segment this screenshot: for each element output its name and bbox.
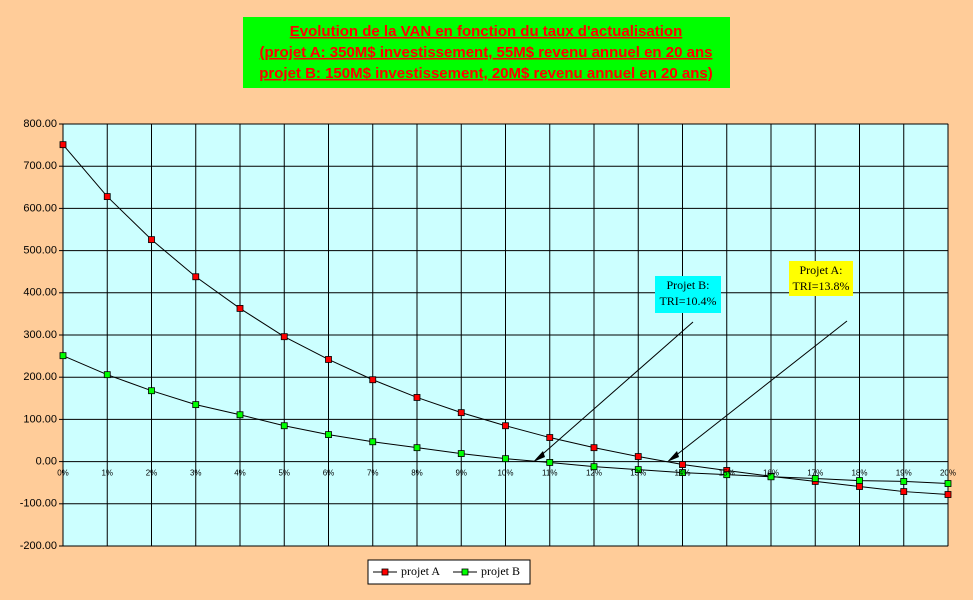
x-tick-label: 17% — [807, 469, 823, 478]
chart-title: Evolution de la VAN en fonction du taux … — [290, 23, 682, 40]
data-point — [900, 478, 908, 485]
data-point — [811, 475, 819, 482]
data-point — [192, 401, 200, 409]
annotation-box — [789, 261, 853, 296]
data-point — [59, 141, 67, 149]
y-tick-label: 0.00 — [36, 456, 57, 468]
x-tick-label: 13% — [630, 469, 646, 478]
data-point — [369, 376, 377, 384]
x-tick-label: 2% — [146, 469, 158, 478]
data-point — [679, 461, 686, 468]
legend-marker — [381, 568, 389, 576]
data-point — [502, 422, 509, 430]
data-point — [103, 193, 111, 200]
data-point — [325, 356, 332, 363]
data-point — [546, 459, 554, 466]
x-tick-label: 0% — [57, 469, 69, 478]
data-point — [192, 273, 200, 281]
data-point — [325, 431, 332, 438]
arrow — [536, 321, 694, 460]
x-tick-label: 6% — [323, 469, 335, 478]
annotation-box — [655, 276, 721, 313]
x-tick-label: 4% — [234, 469, 246, 478]
title-box — [243, 17, 730, 88]
data-point — [280, 333, 288, 341]
data-point — [413, 394, 421, 401]
x-tick-label: 8% — [411, 469, 423, 478]
x-tick-label: 10% — [497, 469, 513, 478]
data-point — [634, 453, 642, 460]
x-tick-label: 3% — [190, 469, 202, 478]
y-tick-label: 100.00 — [23, 413, 57, 425]
annotation-text: TRI=13.8% — [792, 279, 849, 293]
y-tick-label: 700.00 — [23, 160, 57, 172]
data-point — [944, 491, 952, 498]
data-point — [767, 473, 775, 481]
x-tick-label: 7% — [367, 469, 379, 478]
x-tick-label: 20% — [940, 469, 956, 478]
arrow-head — [533, 451, 545, 462]
data-point — [457, 409, 465, 417]
arrow — [669, 320, 848, 461]
data-point — [634, 466, 642, 474]
arrow-head — [667, 451, 679, 462]
annotation-text: Projet B: — [666, 278, 709, 292]
data-point — [856, 483, 863, 490]
x-tick-label: 18% — [851, 469, 867, 478]
y-tick-label: 200.00 — [23, 371, 57, 383]
data-point — [590, 463, 598, 471]
data-point — [236, 305, 244, 312]
chart-title: (projet A: 350M$ investissement, 55M$ re… — [260, 44, 713, 61]
data-point — [679, 469, 686, 476]
x-tick-label: 12% — [586, 469, 602, 478]
x-tick-label: 14% — [674, 469, 690, 478]
x-tick-label: 1% — [101, 469, 113, 478]
data-point — [502, 455, 509, 463]
data-point — [900, 488, 908, 495]
data-point — [856, 477, 863, 484]
data-point — [148, 387, 155, 395]
legend-label: projet A — [401, 564, 440, 578]
data-point — [369, 438, 377, 446]
y-tick-label: 800.00 — [23, 118, 57, 130]
y-tick-label: 400.00 — [23, 287, 57, 299]
data-point — [457, 450, 465, 457]
x-tick-label: 5% — [278, 469, 290, 478]
chart-title: projet B: 150M$ investissement, 20M$ rev… — [259, 65, 713, 82]
data-point — [236, 411, 244, 419]
data-point — [590, 444, 598, 452]
data-point — [103, 371, 111, 379]
data-point — [59, 352, 67, 360]
legend-marker — [461, 568, 469, 576]
y-tick-label: -100.00 — [20, 498, 57, 510]
x-tick-label: 19% — [896, 469, 912, 478]
data-point — [148, 236, 155, 244]
data-point — [280, 422, 288, 430]
x-tick-label: 16% — [763, 469, 779, 478]
legend-label: projet B — [481, 564, 520, 578]
x-tick-label: 11% — [542, 469, 557, 478]
annotation-text: Projet A: — [799, 263, 842, 277]
data-point — [546, 434, 554, 441]
x-tick-label: 15% — [719, 469, 735, 478]
data-point — [944, 480, 952, 487]
x-tick-label: 9% — [455, 469, 467, 478]
data-point — [413, 444, 421, 452]
data-point — [723, 471, 731, 479]
y-tick-label: -200.00 — [20, 540, 57, 552]
y-tick-label: 300.00 — [23, 329, 57, 341]
y-tick-label: 600.00 — [23, 202, 57, 214]
annotation-text: TRI=10.4% — [659, 294, 716, 308]
y-tick-label: 500.00 — [23, 245, 57, 257]
marks — [59, 141, 952, 498]
